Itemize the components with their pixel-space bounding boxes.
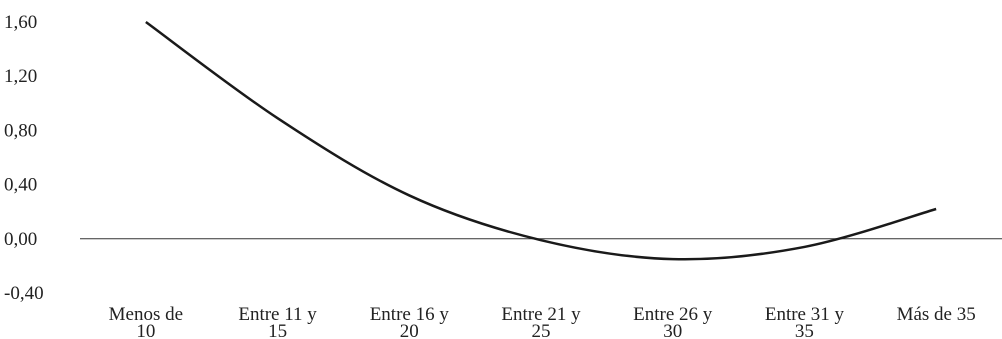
x-tick-label: Entre 11 y 15 <box>238 304 317 339</box>
y-tick-label: 0,00 <box>4 229 37 250</box>
x-tick-label: Menos de 10 <box>109 304 183 339</box>
y-tick-label: 0,80 <box>4 120 37 141</box>
x-tick-label: Entre 16 y 20 <box>370 304 450 339</box>
x-tick-label: Entre 21 y 25 <box>501 304 581 339</box>
y-tick-label: 1,20 <box>4 66 37 87</box>
x-tick-label: Más de 35 <box>897 304 976 325</box>
x-tick-label: Entre 31 y 35 <box>765 304 845 339</box>
x-tick-label: Entre 26 y 30 <box>633 304 713 339</box>
line <box>145 20 937 261</box>
y-tick-label: 0,40 <box>4 175 37 196</box>
y-tick-label: 1,60 <box>4 12 37 33</box>
y-tick-label: -0,40 <box>4 283 44 304</box>
